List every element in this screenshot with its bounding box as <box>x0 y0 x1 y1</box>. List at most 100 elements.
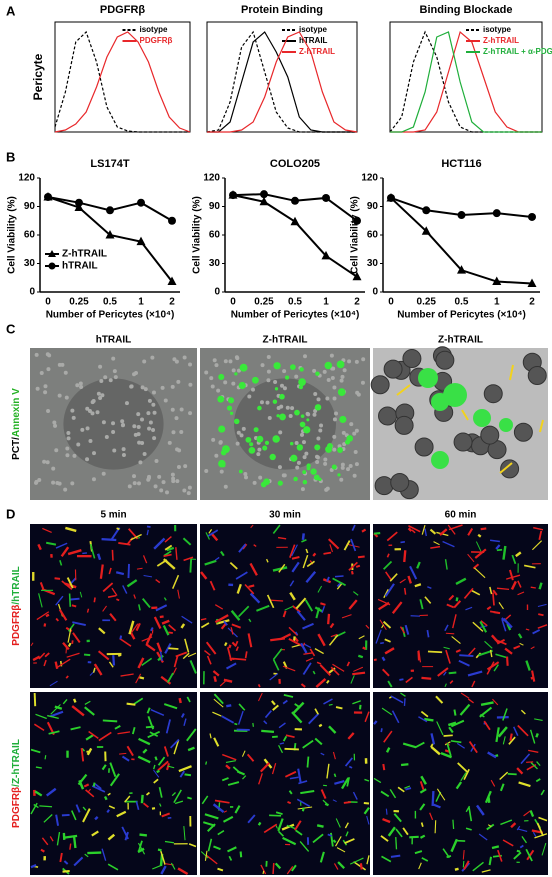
stain <box>459 703 471 716</box>
stain <box>460 772 467 782</box>
stain <box>519 642 524 646</box>
stain <box>239 851 243 858</box>
stain <box>54 661 59 670</box>
cell <box>174 416 179 421</box>
cell <box>176 465 181 470</box>
y-tick-label: 90 <box>209 201 221 212</box>
cell <box>132 474 137 479</box>
stain <box>382 763 386 771</box>
stain <box>328 725 337 734</box>
marker <box>321 250 331 260</box>
stain <box>445 632 455 635</box>
stain <box>502 545 507 560</box>
stain <box>446 603 455 609</box>
y-tick-label: 120 <box>361 173 378 184</box>
apoptotic-cell <box>302 470 307 475</box>
stain <box>445 649 451 664</box>
stain <box>204 649 211 656</box>
stain <box>320 602 326 606</box>
cell <box>151 427 156 432</box>
cell <box>453 432 473 452</box>
stain <box>291 644 300 648</box>
stain <box>304 599 314 612</box>
stain <box>431 791 435 806</box>
cell <box>342 442 347 447</box>
stain <box>384 638 391 643</box>
stain <box>159 651 163 662</box>
stain <box>319 851 325 863</box>
apoptotic-cell <box>302 479 308 485</box>
stain <box>442 848 451 859</box>
cell <box>340 374 345 379</box>
cell <box>100 393 105 398</box>
cell <box>354 359 359 364</box>
marker <box>387 193 395 202</box>
legend-marker <box>48 250 56 257</box>
cell <box>302 455 307 460</box>
stain <box>366 855 370 865</box>
stain <box>213 698 224 708</box>
stain <box>235 571 248 580</box>
stain <box>120 673 134 677</box>
stain <box>475 652 482 659</box>
stain <box>223 678 233 683</box>
stain <box>116 810 127 818</box>
stain <box>102 582 114 593</box>
cell <box>323 461 328 466</box>
stain <box>101 537 117 542</box>
cell <box>112 369 117 374</box>
cell <box>179 407 184 412</box>
cell <box>170 472 175 477</box>
stain <box>306 756 310 768</box>
stain <box>516 767 524 775</box>
stain <box>140 794 144 804</box>
image-title: 60 min <box>445 510 477 521</box>
stain <box>391 710 400 724</box>
stain <box>237 605 250 618</box>
stain <box>130 533 142 541</box>
cell <box>176 379 181 384</box>
stain <box>306 560 316 568</box>
stain <box>279 742 285 745</box>
stain <box>502 736 506 745</box>
stain <box>257 821 262 826</box>
cell <box>390 472 410 492</box>
stain <box>107 863 119 871</box>
arrow <box>539 419 544 433</box>
stain <box>35 766 42 769</box>
stain <box>38 652 46 660</box>
stain <box>314 708 319 715</box>
cell <box>60 362 65 367</box>
stain <box>67 628 72 643</box>
cell <box>142 451 147 456</box>
stain <box>301 533 305 541</box>
stain <box>468 807 473 822</box>
y-tick-label: 90 <box>367 201 379 212</box>
cell <box>171 430 176 435</box>
panel-label: D <box>6 506 15 521</box>
stain <box>357 654 364 659</box>
stain <box>282 610 287 618</box>
stain <box>272 566 288 572</box>
stain <box>36 611 50 621</box>
stain <box>472 861 484 872</box>
stain <box>292 701 305 715</box>
stain <box>463 860 470 870</box>
stain <box>138 604 141 611</box>
stain <box>137 657 145 669</box>
stain <box>462 850 465 860</box>
cell <box>212 358 217 363</box>
stain <box>204 813 219 820</box>
stain <box>474 548 487 559</box>
stain <box>82 806 87 811</box>
stain <box>138 737 151 746</box>
stain <box>109 613 117 622</box>
stain <box>121 755 130 762</box>
stain <box>227 781 240 786</box>
stain <box>314 648 324 655</box>
stain <box>467 670 483 677</box>
image-bg <box>200 524 370 688</box>
stain <box>400 692 406 697</box>
stain <box>83 653 91 657</box>
stain <box>453 709 457 716</box>
